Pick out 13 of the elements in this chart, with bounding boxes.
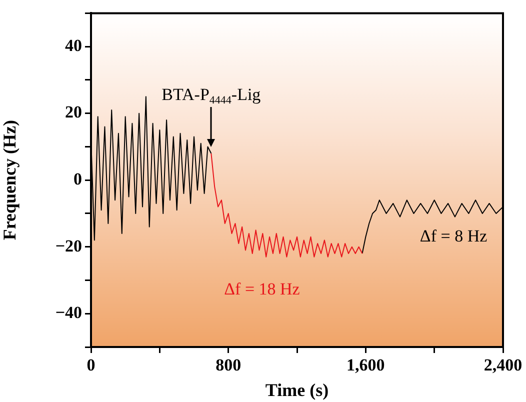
annotation: Δf = 8 Hz xyxy=(420,226,488,246)
y-tick-label: 0 xyxy=(74,169,82,188)
x-tick-label: 0 xyxy=(86,356,96,375)
y-tick-label: −20 xyxy=(55,236,82,256)
x-tick-label: 2,400 xyxy=(484,356,522,375)
x-tick-label: 800 xyxy=(216,356,242,375)
x-axis-title: Time (s) xyxy=(265,380,329,400)
x-tick-label: 1,600 xyxy=(346,356,385,375)
y-axis-title: Frequency (Hz) xyxy=(0,120,20,240)
annotation: Δf = 18 Hz xyxy=(224,280,300,299)
y-tick-label: 20 xyxy=(65,102,82,122)
y-tick-label: 40 xyxy=(65,36,82,55)
y-tick-label: −40 xyxy=(55,303,82,322)
